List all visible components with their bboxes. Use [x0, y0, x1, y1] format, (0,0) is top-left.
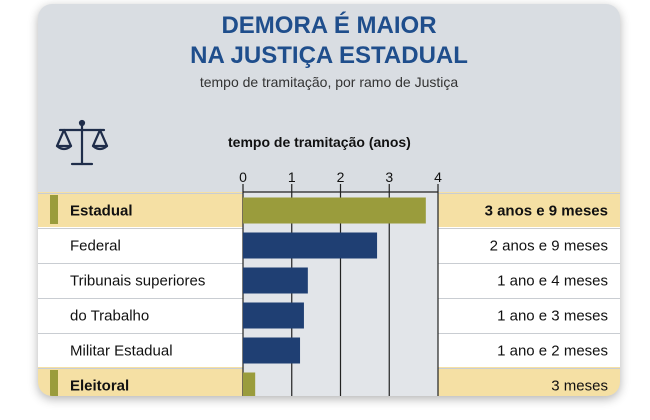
data-label: 1 ano e 4 meses — [497, 273, 608, 290]
x-tick-label: 2 — [337, 169, 345, 185]
bar — [243, 232, 378, 259]
bar — [243, 197, 426, 224]
category-label: Federal — [70, 238, 121, 255]
category-label: Eleitoral — [70, 378, 129, 395]
category-label: do Trabalho — [70, 308, 149, 325]
x-tick-label: 4 — [434, 169, 442, 185]
chart-title-line-1: DEMORA É MAIOR — [221, 12, 437, 39]
chart-card: DEMORA É MAIOR NA JUSTIÇA ESTADUAL tempo… — [38, 4, 620, 396]
x-tick-label: 3 — [385, 169, 393, 185]
chart-title-line-2: NA JUSTIÇA ESTADUAL — [190, 42, 468, 69]
category-label: Tribunais superiores — [70, 273, 205, 290]
bar — [243, 267, 308, 294]
bar — [243, 337, 301, 364]
bar — [243, 302, 304, 329]
x-axis-title: tempo de tramitação (anos) — [228, 134, 411, 150]
row-highlight-marker — [50, 370, 58, 396]
category-label: Militar Estadual — [70, 343, 173, 360]
x-tick-label: 0 — [239, 169, 247, 185]
data-label: 1 ano e 2 meses — [497, 343, 608, 360]
bar-chart: 0 1 2 3 4 Estadual 3 anos e 9 meses Federal 2 an… — [38, 169, 620, 396]
data-label: 3 meses — [551, 378, 608, 395]
category-label: Estadual — [70, 203, 133, 220]
x-tick-label: 1 — [288, 169, 296, 185]
data-label: 2 anos e 9 meses — [490, 238, 608, 255]
row-highlight-marker — [50, 195, 58, 224]
data-label: 1 ano e 3 meses — [497, 308, 608, 325]
data-label: 3 anos e 9 meses — [485, 203, 608, 220]
bar — [243, 372, 256, 396]
scales-of-justice-icon — [55, 119, 109, 166]
chart-subtitle: tempo de tramitação, por ramo de Justiça — [199, 74, 459, 90]
